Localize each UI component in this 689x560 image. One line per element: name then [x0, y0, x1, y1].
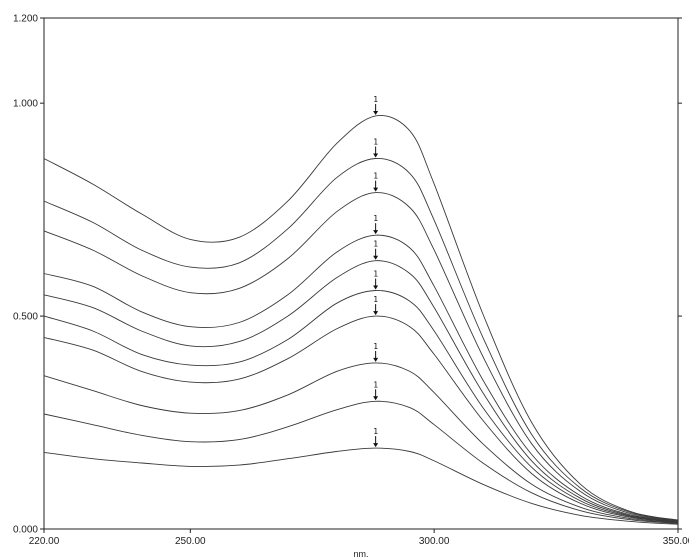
x-axis-ticks: 220.00 250.00 300.00 350.00 [29, 529, 689, 547]
x-axis-label: nm. [353, 549, 368, 559]
spectrum-line [43, 315, 679, 524]
peak-marker-arrowhead [373, 396, 379, 401]
peak-marker-arrowhead [373, 230, 379, 235]
peak-marker-label: 1 [373, 342, 378, 351]
spectrum-line [43, 234, 679, 522]
peak-marker-label: 1 [373, 95, 378, 104]
y-axis-ticks: 0.000 0.500 1.000 1.200 [13, 14, 682, 536]
peak-marker: 1 [373, 427, 379, 448]
peak-marker: 1 [373, 172, 378, 192]
peak-marker-arrowhead [373, 357, 379, 362]
peak-markers: 1 1 1 1 1 1 1 1 1 1 [373, 95, 379, 448]
peak-marker-label: 1 [373, 295, 378, 304]
x-tick-label: 300.00 [419, 536, 450, 547]
peak-marker-label: 1 [373, 138, 378, 147]
peak-marker-arrowhead [373, 153, 379, 158]
peak-marker-label: 1 [373, 240, 378, 249]
spectrum-line [43, 447, 679, 525]
peak-marker-label: 1 [373, 172, 378, 181]
peak-marker-arrowhead [373, 187, 379, 192]
peak-marker: 1 [373, 214, 379, 235]
peak-marker: 1 [373, 295, 379, 316]
peak-marker: 1 [373, 138, 378, 158]
spectrum-curves [43, 115, 679, 525]
peak-marker-arrowhead [373, 255, 379, 260]
y-tick-label: 0.000 [13, 525, 38, 536]
peak-marker-label: 1 [373, 427, 378, 436]
peak-marker-label: 1 [373, 270, 378, 279]
peak-marker-label: 1 [373, 214, 378, 223]
peak-marker-arrowhead [373, 110, 379, 115]
y-tick-label: 0.500 [13, 312, 38, 323]
peak-marker: 1 [373, 342, 378, 362]
spectrum-line [43, 290, 679, 523]
peak-marker-label: 1 [373, 380, 378, 389]
peak-marker: 1 [373, 240, 378, 260]
y-tick-label: 1.200 [13, 14, 38, 25]
spectrum-line [43, 158, 679, 521]
peak-marker-arrowhead [373, 443, 379, 448]
peak-marker: 1 [373, 95, 378, 115]
x-tick-label: 220.00 [29, 536, 60, 547]
x-tick-label: 250.00 [175, 536, 206, 547]
peak-marker: 1 [373, 380, 379, 401]
x-tick-label: 350.00 [663, 536, 689, 547]
peak-marker-arrowhead [373, 285, 379, 290]
peak-marker-arrowhead [373, 311, 379, 316]
spectrum-line [43, 260, 679, 523]
spectrum-line [43, 400, 679, 524]
spectrum-line [43, 362, 679, 524]
peak-marker: 1 [373, 270, 378, 290]
y-tick-label: 1.000 [13, 99, 38, 110]
spectrum-line [43, 192, 679, 522]
spectrum-line [43, 115, 679, 521]
